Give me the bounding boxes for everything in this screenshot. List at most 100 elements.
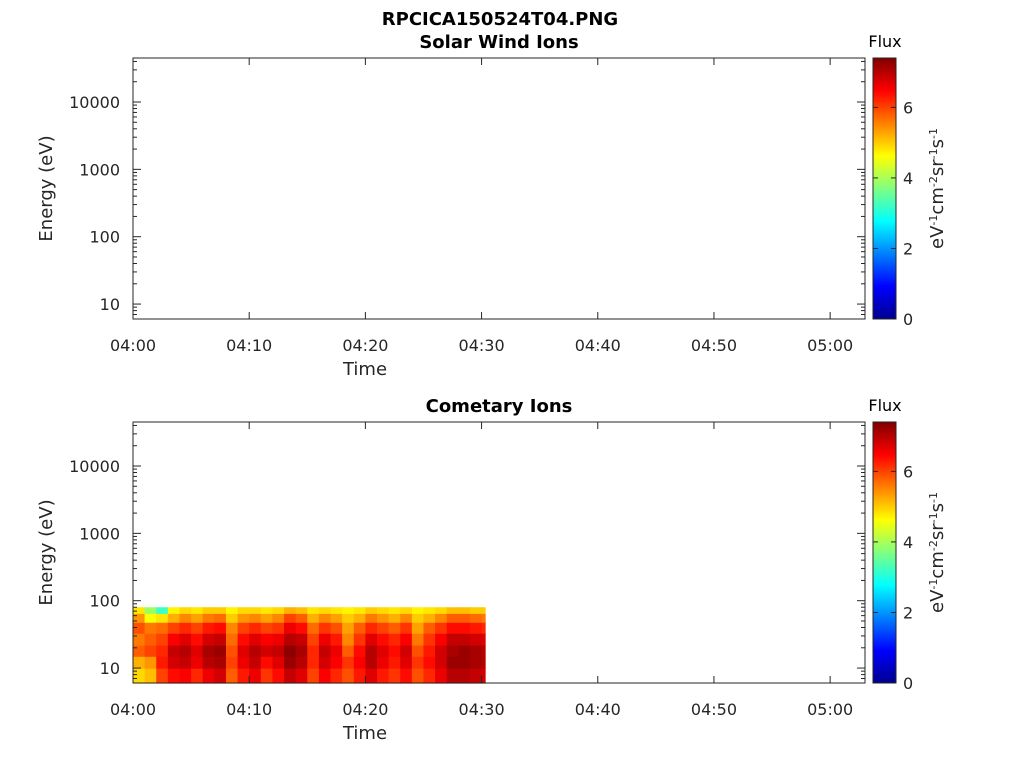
heatmap-cell (272, 668, 285, 684)
heatmap-cell (423, 607, 436, 614)
y-tick-label: 10000 (69, 457, 120, 476)
heatmap-cell (167, 607, 181, 614)
heatmap-cell (202, 633, 215, 646)
heatmap-cell (191, 668, 204, 684)
heatmap-cell (423, 644, 436, 657)
heatmap-cell (272, 613, 285, 623)
heatmap-cell (144, 656, 157, 669)
heatmap-cell (191, 656, 204, 669)
heatmap-cell (249, 656, 262, 669)
heatmap-cell (342, 656, 355, 669)
heatmap-cell (260, 644, 274, 657)
heatmap-cell (307, 622, 320, 634)
heatmap-cell (133, 622, 146, 634)
heatmap-cell (400, 668, 413, 684)
heatmap-cell (179, 644, 192, 657)
colorbar-tick-label: 2 (903, 603, 913, 622)
heatmap-cell (133, 656, 146, 669)
heatmap-cell (237, 633, 250, 646)
heatmap-cell (133, 613, 146, 623)
heatmap-cell (202, 607, 215, 614)
heatmap-cell (469, 668, 483, 684)
heatmap-cell (307, 644, 320, 657)
heatmap-cell (365, 644, 378, 657)
heatmap-cell (388, 633, 401, 646)
heatmap-cell (133, 607, 146, 614)
heatmap-cell (307, 656, 320, 669)
heatmap-cell (342, 668, 355, 684)
x-tick-label: 04:00 (110, 700, 156, 719)
heatmap-cell (225, 668, 239, 684)
heatmap-cell (260, 633, 274, 646)
heatmap-cell (249, 668, 262, 684)
x-tick-label: 04:40 (575, 336, 621, 355)
heatmap-cell (411, 633, 425, 646)
heatmap-cell (353, 633, 366, 646)
heatmap-cell (411, 644, 425, 657)
heatmap-cell (144, 644, 157, 657)
heatmap-cell (191, 644, 204, 657)
heatmap-cell (156, 622, 169, 634)
colorbar-tick-label: 6 (903, 98, 913, 117)
heatmap-cell (272, 622, 285, 634)
heatmap-cell (365, 607, 378, 614)
heatmap-cell (144, 607, 157, 614)
heatmap-cell (179, 668, 192, 684)
heatmap-cell (167, 633, 181, 646)
heatmap-cell (295, 607, 308, 614)
heatmap-cell (156, 613, 169, 623)
heatmap-cell (202, 668, 215, 684)
heatmap-cell (469, 607, 483, 614)
heatmap-cell (284, 633, 297, 646)
heatmap-cell (156, 633, 169, 646)
colorbar-tick-label: 0 (903, 310, 913, 329)
heatmap-cell (284, 644, 297, 657)
heatmap-cell (458, 613, 471, 623)
heatmap-cell (469, 613, 483, 623)
heatmap-cell (214, 622, 227, 634)
heatmap-cell (214, 668, 227, 684)
heatmap-cell (458, 644, 471, 657)
heatmap-cell (481, 644, 486, 657)
heatmap-cell (435, 656, 448, 669)
heatmap-cell (377, 607, 390, 614)
heatmap-cell (423, 633, 436, 646)
heatmap-cell (144, 668, 157, 684)
heatmap-cell (377, 633, 390, 646)
heatmap-cell (388, 622, 401, 634)
y-tick-label: 1000 (79, 160, 120, 179)
y-tick-label: 10000 (69, 93, 120, 112)
heatmap-cell (284, 607, 297, 614)
colorbar-unit-label: eV-1cm-2sr-1s-1 (927, 128, 949, 249)
heatmap-cell (330, 668, 343, 684)
heatmap-cell (481, 607, 486, 614)
heatmap-cell (295, 622, 308, 634)
heatmap-cell (318, 613, 332, 623)
heatmap-cell (307, 613, 320, 623)
heatmap-cell (307, 668, 320, 684)
heatmap-cell (214, 613, 227, 623)
heatmap-cell (191, 607, 204, 614)
heatmap-cell (318, 633, 332, 646)
heatmap-cell (179, 613, 192, 623)
heatmap-cell (179, 622, 192, 634)
heatmap-cell (225, 622, 239, 634)
heatmap-cell (179, 656, 192, 669)
heatmap-cell (353, 656, 366, 669)
heatmap-cell (272, 644, 285, 657)
heatmap-cell (481, 656, 486, 669)
heatmap-cell (377, 644, 390, 657)
heatmap-cell (260, 607, 274, 614)
heatmap-cell (342, 607, 355, 614)
heatmap-cell (191, 613, 204, 623)
heatmap-cell (225, 656, 239, 669)
heatmap-cell (133, 668, 146, 684)
heatmap-cell (423, 613, 436, 623)
heatmap-cell (411, 613, 425, 623)
heatmap-cell (272, 656, 285, 669)
heatmap-cell (202, 644, 215, 657)
colorbar (872, 57, 897, 320)
heatmap-cell (156, 668, 169, 684)
heatmap-cell (214, 633, 227, 646)
heatmap-cell (342, 633, 355, 646)
